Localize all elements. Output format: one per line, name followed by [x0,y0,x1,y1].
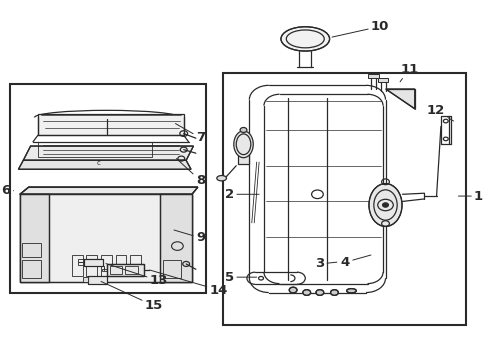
Ellipse shape [281,27,329,51]
Text: c: c [97,160,101,166]
Circle shape [315,290,323,296]
Text: 7: 7 [175,123,204,144]
Text: 15: 15 [101,282,163,312]
Polygon shape [385,89,414,109]
Ellipse shape [346,289,356,293]
Text: 10: 10 [331,20,388,37]
Bar [377,78,387,82]
Bar [107,264,143,276]
Bar [110,266,122,274]
Bar [237,152,249,164]
Text: 13: 13 [106,264,168,287]
Bar [368,74,378,78]
Text: 1: 1 [458,190,482,203]
Polygon shape [20,194,192,282]
Bar [86,255,97,276]
Bar [116,255,126,276]
Bar [163,260,181,278]
Text: 3: 3 [314,257,336,270]
Polygon shape [23,146,193,160]
Text: 12: 12 [426,104,453,121]
Polygon shape [38,114,183,135]
Polygon shape [20,187,198,194]
Bar [222,73,465,325]
Text: 4: 4 [340,255,370,269]
Circle shape [302,290,310,296]
Bar [84,258,103,266]
Circle shape [382,203,387,207]
Bar [84,258,103,266]
Bar [107,264,143,276]
Bar [20,194,49,282]
Text: 11: 11 [399,63,418,82]
Circle shape [240,127,246,132]
Bar [130,255,141,276]
Bar [72,255,82,276]
Bar [125,266,138,274]
Bar [78,259,84,262]
Bar [101,255,112,276]
Ellipse shape [216,176,226,181]
Bar [82,277,88,282]
Text: 6: 6 [1,184,14,197]
Text: 14: 14 [149,270,227,297]
Bar [38,143,151,157]
Bar [20,194,49,282]
Bar [88,276,107,284]
Circle shape [330,290,338,296]
Ellipse shape [368,184,401,226]
Bar [102,269,111,271]
Bar [160,194,192,282]
Text: 9: 9 [174,230,204,244]
Bar [22,260,41,278]
Bar [78,262,84,265]
Bar [160,194,192,282]
Bar [10,84,205,293]
Text: 5: 5 [224,271,256,284]
Bar [22,243,41,257]
Circle shape [288,287,296,293]
Ellipse shape [233,131,253,158]
Bar [88,276,107,284]
Text: 2: 2 [224,188,259,201]
Text: 8: 8 [176,158,204,187]
Polygon shape [19,160,191,169]
